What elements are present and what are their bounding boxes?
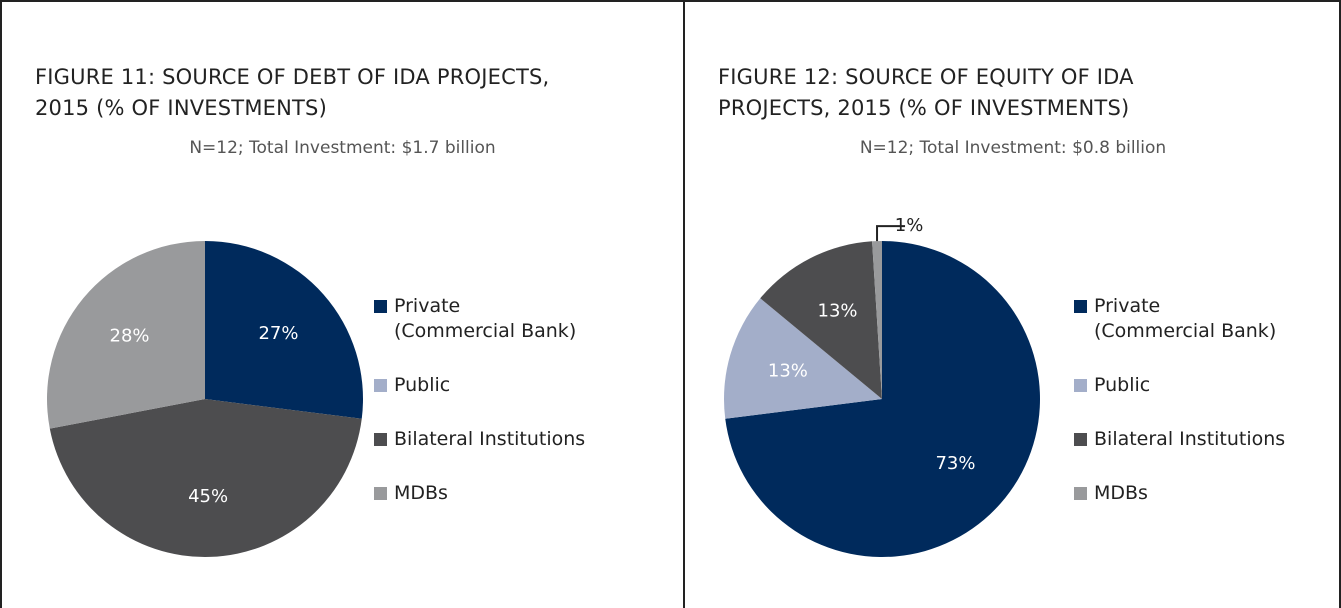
pie-chart: 73% 13% 13% 1%: [724, 215, 1040, 557]
legend-item: Bilateral Institutions: [374, 427, 585, 452]
legend-swatch: [374, 433, 387, 446]
legend-item: Private (Commercial Bank): [1074, 294, 1285, 344]
legend-swatch: [1074, 300, 1087, 313]
pie-slice: [724, 298, 882, 419]
chart-panel: FIGURE 12: SOURCE OF EQUITY OF IDA PROJE…: [685, 2, 1341, 608]
legend-label: MDBs: [394, 482, 448, 504]
legend-swatch: [374, 379, 387, 392]
leader-line: [876, 225, 906, 242]
data-label: 13%: [768, 361, 808, 382]
data-label: 28%: [110, 326, 150, 347]
legend-swatch: [374, 300, 387, 313]
legend: Private (Commercial Bank) Public Bilateral…: [1074, 294, 1285, 535]
legend-swatch: [1074, 487, 1087, 500]
data-label: 27%: [258, 323, 298, 344]
chart-subtitle: N=12; Total Investment: $0.8 billion: [859, 138, 1167, 158]
pie-slice: [725, 241, 1040, 557]
legend-swatch: [374, 487, 387, 500]
legend-swatch: [1074, 379, 1087, 392]
legend-label: MDBs: [1094, 482, 1148, 504]
pie-slice: [205, 241, 363, 419]
legend-item: Private (Commercial Bank): [374, 294, 585, 344]
legend-item: Public: [1074, 373, 1285, 398]
legend-label: Private (Commercial Bank): [1094, 295, 1277, 342]
legend-label: Bilateral Institutions: [394, 428, 586, 450]
data-label: 1%: [895, 215, 924, 236]
data-label: 73%: [935, 453, 975, 474]
legend-swatch: [1074, 433, 1087, 446]
legend-item: MDBs: [1074, 481, 1285, 506]
pie-chart: 27% 45% 28%: [46, 241, 363, 557]
legend: Private (Commercial Bank) Public Bilateral…: [374, 294, 585, 535]
chart-subtitle: N=12; Total Investment: $1.7 billion: [189, 138, 496, 158]
legend-item: Bilateral Institutions: [1074, 427, 1285, 452]
pie-slice: [872, 241, 882, 399]
pie-slice: [49, 399, 362, 557]
chart-title: FIGURE 11: SOURCE OF DEBT OF IDA PROJECT…: [35, 65, 550, 120]
legend-label: Bilateral Institutions: [1094, 428, 1286, 450]
legend-item: Public: [374, 373, 585, 398]
legend-label: Private (Commercial Bank): [394, 295, 577, 342]
data-label: 13%: [818, 301, 858, 322]
legend-label: Public: [1094, 374, 1151, 396]
pie-slice: [760, 241, 882, 399]
chart-title: FIGURE 12: SOURCE OF EQUITY OF IDA PROJE…: [718, 65, 1134, 120]
pie-slice: [46, 241, 205, 429]
chart-panel: FIGURE 11: SOURCE OF DEBT OF IDA PROJECT…: [2, 2, 685, 608]
legend-item: MDBs: [374, 481, 585, 506]
legend-label: Public: [394, 374, 451, 396]
data-label: 45%: [188, 486, 228, 507]
